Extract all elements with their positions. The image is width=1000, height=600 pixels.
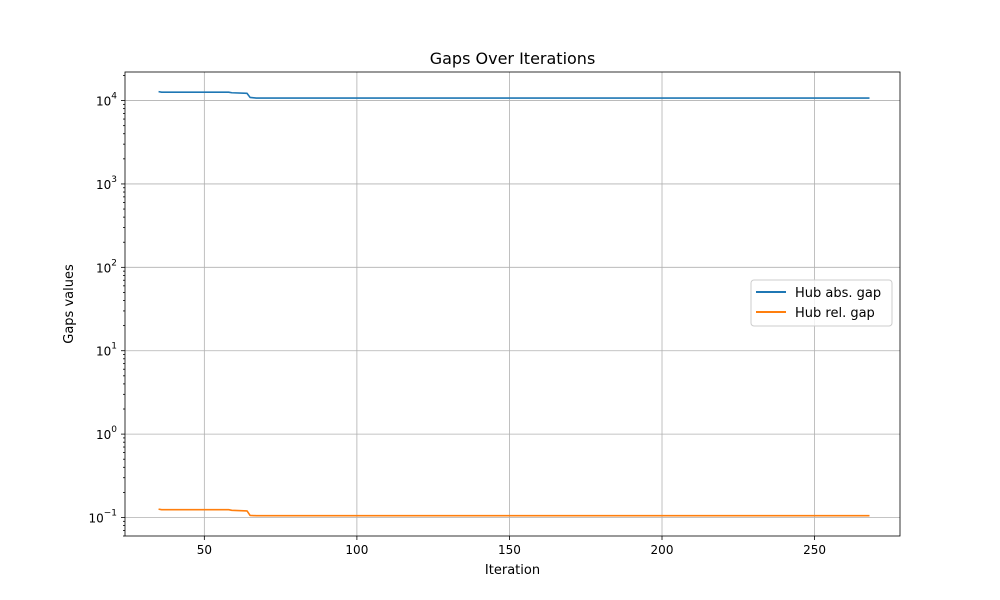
- x-tick-label: 250: [803, 543, 826, 557]
- x-tick-label: 200: [651, 543, 674, 557]
- plot-frame: [124, 71, 901, 537]
- y-tick-label: 101: [96, 342, 117, 359]
- legend: Hub abs. gap Hub rel. gap: [750, 279, 893, 327]
- legend-label-abs-gap: Hub abs. gap: [795, 286, 881, 301]
- y-tick-label: 102: [96, 258, 117, 275]
- x-tick-label: 50: [197, 543, 212, 557]
- y-tick-label: 104: [96, 92, 117, 109]
- series-line-1: [158, 508, 870, 517]
- y-axis-label: Gaps values: [62, 264, 77, 344]
- legend-box: [750, 279, 893, 327]
- y-axis-ticks: 10−1 100 101 102 103 104: [88, 75, 125, 537]
- series-lines: [158, 90, 870, 517]
- legend-label-rel-gap: Hub rel. gap: [795, 306, 875, 321]
- series-line-0: [158, 90, 870, 99]
- x-tick-label: 150: [498, 543, 521, 557]
- grid: [125, 72, 900, 536]
- y-tick-label: 10−1: [88, 509, 117, 526]
- chart-title: Gaps Over Iterations: [430, 49, 596, 68]
- x-axis-label: Iteration: [485, 563, 540, 578]
- x-axis-ticks: 50 100 150 200 250: [197, 536, 826, 557]
- x-tick-label: 100: [345, 543, 368, 557]
- y-tick-label: 100: [96, 425, 117, 442]
- y-tick-label: 103: [96, 175, 117, 192]
